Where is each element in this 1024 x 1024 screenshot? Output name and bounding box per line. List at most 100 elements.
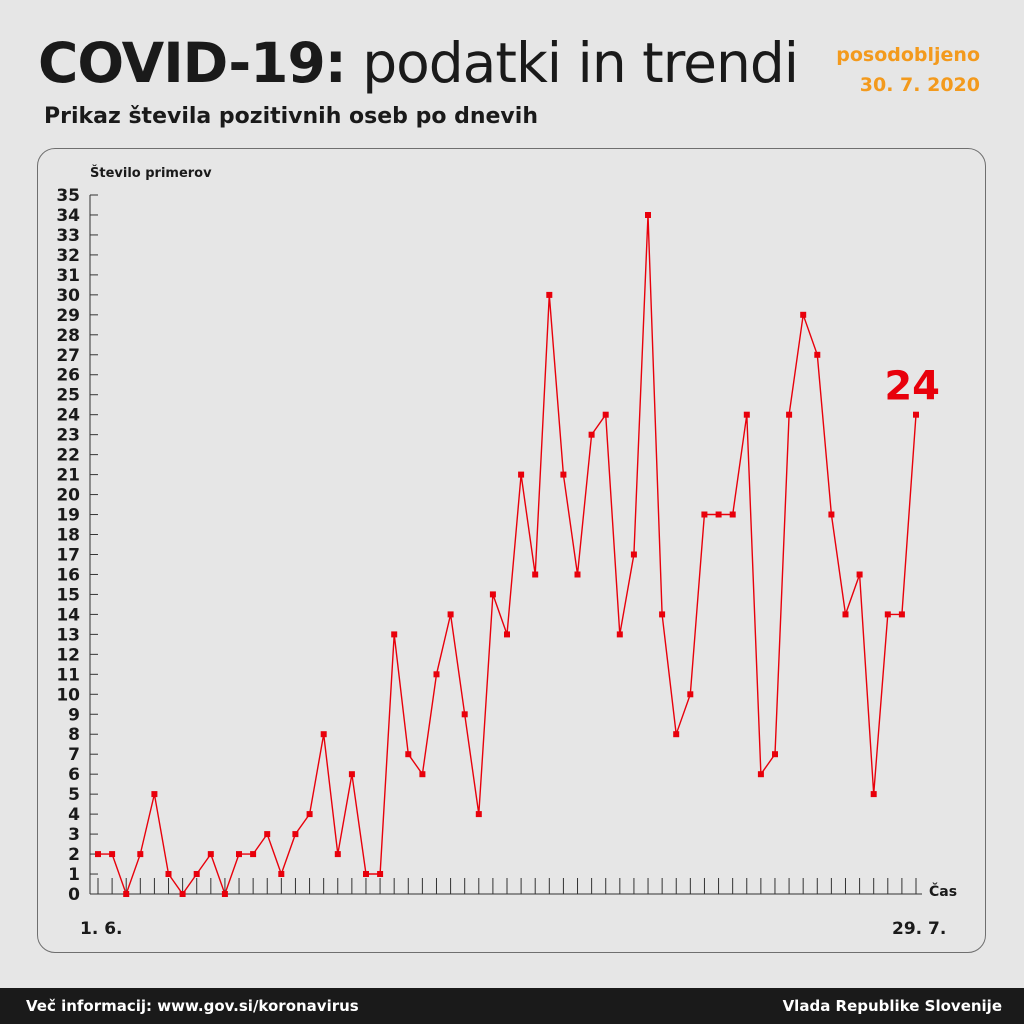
data-point bbox=[518, 471, 525, 478]
title-light: podatki in trendi bbox=[362, 31, 799, 95]
y-tick-label: 9 bbox=[68, 705, 80, 725]
data-point bbox=[348, 771, 355, 778]
y-tick-label: 1 bbox=[68, 865, 80, 885]
y-tick-label: 17 bbox=[56, 545, 80, 565]
y-tick-label: 11 bbox=[56, 665, 80, 685]
y-tick-label: 14 bbox=[56, 605, 80, 625]
y-tick-label: 27 bbox=[56, 346, 80, 366]
data-point bbox=[221, 891, 228, 897]
data-point bbox=[842, 611, 849, 618]
y-tick-label: 19 bbox=[56, 506, 80, 526]
y-tick-label: 33 bbox=[56, 226, 80, 246]
data-point bbox=[814, 351, 821, 358]
data-point bbox=[419, 771, 426, 778]
y-tick-label: 12 bbox=[56, 645, 80, 665]
footer-organization: Vlada Republike Slovenije bbox=[782, 997, 1002, 1015]
data-point bbox=[616, 631, 623, 638]
data-point bbox=[250, 851, 257, 858]
data-point bbox=[264, 831, 271, 838]
data-point bbox=[193, 871, 200, 877]
y-tick-label: 3 bbox=[68, 825, 80, 845]
x-start-label: 1. 6. bbox=[80, 919, 123, 939]
data-point bbox=[659, 611, 666, 618]
updated-label: posodobljeno bbox=[836, 44, 980, 66]
data-point bbox=[532, 571, 539, 578]
data-point bbox=[687, 691, 694, 698]
update-info: posodobljeno 30. 7. 2020 bbox=[836, 40, 980, 100]
data-point bbox=[856, 571, 863, 578]
data-point bbox=[179, 891, 186, 897]
y-axis-title: Število primerov bbox=[90, 165, 212, 181]
data-point bbox=[786, 411, 793, 418]
data-point bbox=[673, 731, 680, 738]
y-tick-label: 31 bbox=[56, 266, 80, 286]
data-point bbox=[546, 291, 553, 298]
updated-date: 30. 7. 2020 bbox=[859, 74, 980, 96]
data-point bbox=[630, 551, 637, 558]
y-tick-label: 20 bbox=[56, 486, 80, 506]
data-point bbox=[504, 631, 510, 638]
y-tick-label: 5 bbox=[68, 785, 80, 805]
data-point bbox=[772, 751, 778, 758]
data-point bbox=[489, 591, 496, 598]
data-point bbox=[743, 411, 750, 418]
data-point bbox=[898, 611, 905, 618]
chart-panel bbox=[37, 148, 986, 953]
y-tick-label: 13 bbox=[56, 625, 80, 645]
y-tick-label: 15 bbox=[56, 585, 80, 605]
series-line bbox=[98, 214, 917, 897]
x-axis-title: Čas bbox=[929, 882, 957, 900]
data-point bbox=[715, 511, 722, 518]
data-point bbox=[433, 671, 440, 678]
data-point bbox=[334, 851, 341, 858]
data-point bbox=[391, 631, 398, 638]
data-point bbox=[461, 711, 468, 718]
data-point bbox=[207, 851, 214, 858]
y-tick-label: 28 bbox=[56, 326, 80, 346]
data-point bbox=[884, 611, 891, 618]
data-point bbox=[800, 311, 807, 318]
y-tick-label: 6 bbox=[68, 765, 80, 785]
y-tick-label: 21 bbox=[56, 466, 80, 486]
data-point bbox=[137, 851, 144, 858]
data-point bbox=[701, 511, 708, 518]
y-tick-label: 32 bbox=[56, 246, 80, 266]
y-tick-label: 4 bbox=[68, 805, 80, 825]
y-tick-label: 23 bbox=[56, 426, 80, 446]
data-point bbox=[151, 791, 158, 798]
data-point bbox=[320, 731, 327, 738]
footer-info-link[interactable]: Več informacij: www.gov.si/koronavirus bbox=[26, 997, 359, 1015]
data-point bbox=[363, 871, 369, 877]
data-point bbox=[405, 751, 412, 758]
data-point bbox=[165, 871, 172, 877]
data-point bbox=[588, 431, 595, 438]
data-point bbox=[757, 771, 764, 778]
y-tick-label: 30 bbox=[56, 286, 80, 306]
page-title: COVID-19: podatki in trendi bbox=[38, 30, 799, 96]
y-tick-label: 22 bbox=[56, 446, 80, 466]
data-point bbox=[475, 811, 482, 818]
y-tick-label: 2 bbox=[68, 845, 80, 865]
data-point bbox=[560, 471, 567, 478]
x-end-label: 29. 7. bbox=[892, 919, 946, 939]
data-point bbox=[828, 511, 835, 518]
data-point bbox=[602, 411, 609, 418]
data-point bbox=[913, 411, 919, 418]
y-tick-label: 7 bbox=[68, 745, 80, 765]
y-tick-label: 34 bbox=[56, 206, 80, 226]
data-point bbox=[292, 831, 299, 838]
data-point bbox=[123, 891, 130, 897]
y-tick-label: 26 bbox=[56, 366, 80, 386]
y-tick-label: 29 bbox=[56, 306, 80, 326]
y-tick-label: 24 bbox=[56, 406, 80, 426]
footer-bar: Več informacij: www.gov.si/koronavirus V… bbox=[0, 988, 1024, 1024]
data-point bbox=[377, 871, 384, 877]
data-point bbox=[109, 851, 116, 858]
chart-subtitle: Prikaz števila pozitivnih oseb po dnevih bbox=[44, 104, 538, 129]
y-tick-label: 18 bbox=[56, 526, 80, 546]
last-value-label: 24 bbox=[884, 364, 940, 410]
y-tick-label: 35 bbox=[56, 186, 80, 206]
data-point bbox=[729, 511, 736, 518]
y-tick-label: 10 bbox=[56, 685, 80, 705]
